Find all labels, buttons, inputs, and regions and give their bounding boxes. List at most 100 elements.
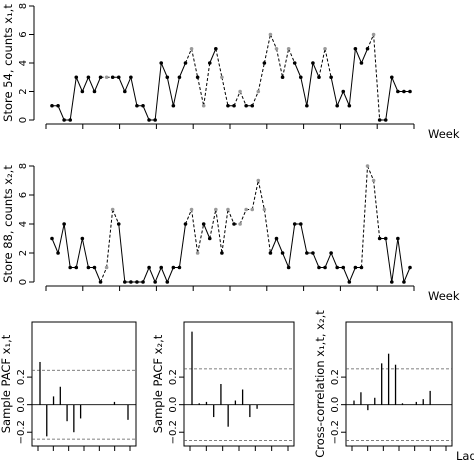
data-point [129, 75, 133, 80]
x-axis-title: Week [428, 127, 460, 141]
series-segment [130, 77, 138, 106]
y-tick-label: 4 [18, 221, 29, 227]
series-segment [94, 267, 102, 283]
series-segment [263, 34, 271, 64]
data-point [171, 103, 176, 108]
data-point [135, 280, 139, 284]
data-point [220, 251, 224, 255]
series-segment [324, 48, 332, 78]
y-tick-label: 0.0 [168, 397, 179, 413]
data-point [311, 61, 315, 65]
series-segment [336, 91, 344, 106]
data-point [98, 280, 103, 284]
y-axis-title: Sample PACF x₁,t [0, 334, 13, 433]
y-tick-label: −0.2 [330, 420, 341, 444]
series-segment [324, 252, 332, 268]
y-tick-label: 0 [18, 279, 29, 285]
series-segment [367, 34, 375, 49]
data-point [262, 61, 267, 65]
data-point [116, 75, 121, 80]
series-segment [57, 223, 65, 254]
data-point [383, 118, 388, 122]
series-segment [178, 223, 186, 268]
series-segment [57, 105, 65, 121]
plot-frame [31, 321, 137, 447]
series-segment [124, 77, 132, 92]
data-point [396, 89, 400, 94]
data-point [262, 207, 267, 212]
series-segment [282, 252, 290, 268]
data-point [383, 236, 388, 241]
data-point [286, 265, 291, 270]
y-tick-label: 8 [18, 163, 29, 169]
series-segment [239, 209, 247, 225]
series-segment [197, 223, 205, 254]
data-point [153, 280, 157, 284]
data-point [201, 103, 206, 108]
data-point [86, 75, 91, 80]
data-point [110, 75, 115, 80]
series-segment [81, 77, 89, 92]
series-segment [185, 48, 193, 64]
data-point [371, 32, 376, 37]
series-segment [154, 267, 162, 283]
series-segment [185, 209, 193, 225]
y-tick-label: 6 [18, 31, 29, 37]
data-point [250, 103, 255, 108]
data-point [377, 118, 382, 122]
data-point [116, 222, 121, 226]
data-point [244, 103, 248, 108]
data-point [286, 46, 291, 51]
series-segment [348, 48, 356, 106]
series-segment [209, 209, 217, 239]
y-tick-label: 6 [18, 192, 29, 198]
y-axis-title: Store 88, counts x₂,t [1, 165, 15, 283]
data-point [92, 89, 97, 94]
y-tick-label: 2 [18, 250, 29, 256]
y-axis-title: Store 54, counts x₁,t [1, 4, 15, 122]
data-point [232, 103, 236, 108]
data-point [323, 265, 327, 270]
series-segment [330, 252, 338, 268]
data-point [135, 103, 139, 108]
data-point [123, 89, 127, 94]
series-segment [269, 34, 277, 49]
y-tick-label: 2 [18, 88, 29, 94]
series-segment [227, 209, 235, 225]
data-point [274, 46, 279, 51]
data-point [305, 103, 309, 108]
data-point [165, 280, 170, 284]
data-point [298, 75, 303, 80]
y-tick-label: −0.2 [16, 420, 27, 444]
data-point [280, 75, 285, 80]
series-segment [251, 91, 259, 106]
y-tick-label: 0.0 [330, 397, 341, 413]
data-point [56, 251, 60, 255]
time-series-store-88: 0 2 4 6 8 Week Store 88, counts x₂,t [1, 163, 460, 303]
data-point [268, 32, 273, 37]
data-point [56, 103, 60, 108]
series-segment [300, 223, 308, 254]
series-segment [166, 267, 174, 283]
data-point [280, 251, 285, 255]
data-point [165, 75, 170, 80]
series-segment [391, 77, 399, 92]
data-point [80, 236, 85, 241]
data-point [298, 222, 303, 226]
data-point [402, 89, 406, 94]
data-point [226, 207, 230, 212]
series-segment [118, 223, 126, 283]
data-point [195, 75, 200, 80]
series-segment [191, 209, 199, 254]
data-point [74, 265, 79, 270]
data-point [311, 251, 315, 255]
data-point [171, 265, 176, 270]
data-point [177, 265, 182, 270]
data-point [377, 236, 382, 241]
series-segment [269, 238, 277, 254]
series-segment [348, 267, 356, 283]
data-point [189, 207, 194, 212]
series-segment [160, 62, 168, 78]
data-point [250, 207, 255, 212]
